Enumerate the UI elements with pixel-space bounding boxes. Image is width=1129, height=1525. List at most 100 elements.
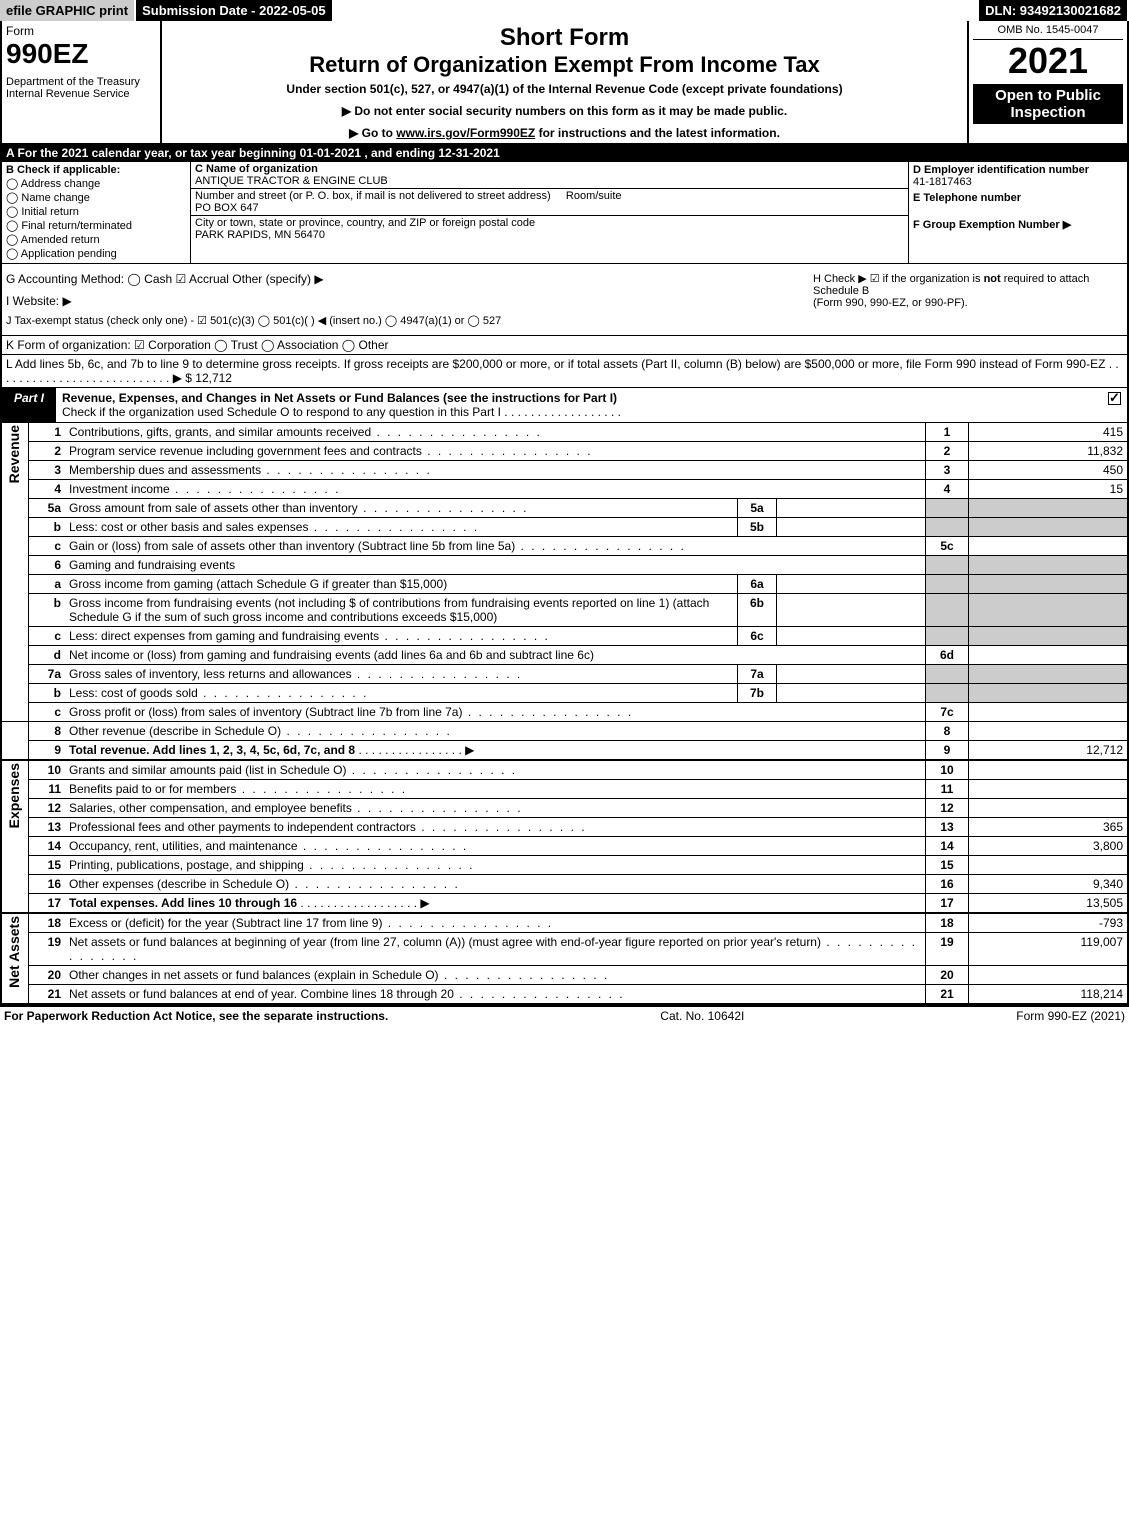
short-form-title: Short Form [168,24,961,52]
footer: For Paperwork Reduction Act Notice, see … [0,1005,1129,1025]
header-right: OMB No. 1545-0047 2021 Open to Public In… [967,21,1127,143]
col-b-checkboxes: B Check if applicable: ◯ Address change … [2,162,191,263]
section-bc: B Check if applicable: ◯ Address change … [0,162,1129,263]
website: I Website: ▶ [6,294,813,308]
val-4: 15 [969,480,1129,499]
row-l-gross-receipts: L Add lines 5b, 6c, and 7b to line 9 to … [0,355,1129,388]
group-exemption-label: F Group Exemption Number ▶ [913,218,1123,231]
part-1-title: Revenue, Expenses, and Changes in Net As… [56,388,1102,422]
chk-application-pending[interactable]: ◯ Application pending [6,247,186,260]
desc-3: Membership dues and assessments [65,461,926,480]
top-bar: efile GRAPHIC print Submission Date - 20… [0,0,1129,21]
dept-treasury: Department of the Treasury [6,76,156,88]
under-section: Under section 501(c), 527, or 4947(a)(1)… [168,82,961,96]
org-city-block: City or town, state or province, country… [191,216,908,242]
org-address: PO BOX 647 [195,202,259,214]
bullet-ssn: ▶ Do not enter social security numbers o… [168,104,961,118]
row-k-form-org: K Form of organization: ☑ Corporation ◯ … [0,336,1129,355]
chk-initial-return[interactable]: ◯ Initial return [6,205,186,218]
val-17: 13,505 [969,894,1129,914]
col-c-org-info: C Name of organization ANTIQUE TRACTOR &… [191,162,909,263]
desc-5c: Gain or (loss) from sale of assets other… [65,537,926,556]
form-number: 990EZ [6,38,156,70]
desc-6: Gaming and fundraising events [65,556,926,575]
val-3: 450 [969,461,1129,480]
desc-9: Total revenue. Add lines 1, 2, 3, 4, 5c,… [65,741,926,761]
desc-12: Salaries, other compensation, and employ… [65,799,926,818]
desc-4: Investment income [65,480,926,499]
side-net-assets: Net Assets [6,916,22,988]
chk-amended-return[interactable]: ◯ Amended return [6,233,186,246]
desc-6a: Gross income from gaming (attach Schedul… [65,575,738,594]
return-title: Return of Organization Exempt From Incom… [168,52,961,78]
col-de: D Employer identification number 41-1817… [909,162,1127,263]
col-b-header: B Check if applicable: [6,164,186,176]
ein-label: D Employer identification number [913,164,1123,176]
desc-21: Net assets or fund balances at end of ye… [65,985,926,1005]
desc-8: Other revenue (describe in Schedule O) [65,722,926,741]
desc-19: Net assets or fund balances at beginning… [65,933,926,966]
part-1-header: Part I Revenue, Expenses, and Changes in… [0,388,1129,423]
desc-11: Benefits paid to or for members [65,780,926,799]
val-1: 415 [969,423,1129,442]
org-address-block: Number and street (or P. O. box, if mail… [191,189,908,216]
val-21: 118,214 [969,985,1129,1005]
part-1-tag: Part I [2,388,56,422]
org-name: ANTIQUE TRACTOR & ENGINE CLUB [195,175,388,187]
desc-18: Excess or (deficit) for the year (Subtra… [65,913,926,933]
desc-1: Contributions, gifts, grants, and simila… [65,423,926,442]
val-2: 11,832 [969,442,1129,461]
desc-7a: Gross sales of inventory, less returns a… [65,665,738,684]
part-1-checkbox[interactable] [1102,388,1127,422]
schedule-b-check: H Check ▶ ☑ if the organization is not r… [813,272,1123,327]
header-left: Form 990EZ Department of the Treasury In… [2,21,162,143]
val-9: 12,712 [969,741,1129,761]
ln-1: 1 [29,423,66,442]
form-header: Form 990EZ Department of the Treasury In… [0,21,1129,145]
footer-formref: Form 990-EZ (2021) [1016,1009,1125,1023]
revenue-table: Revenue 1 Contributions, gifts, grants, … [0,423,1129,1005]
row-a-period: A For the 2021 calendar year, or tax yea… [0,145,1129,162]
desc-17: Total expenses. Add lines 10 through 16 … [65,894,926,914]
chk-final-return[interactable]: ◯ Final return/terminated [6,219,186,232]
org-city: PARK RAPIDS, MN 56470 [195,229,325,241]
tax-year: 2021 [973,40,1123,82]
val-18: -793 [969,913,1129,933]
irs-label: Internal Revenue Service [6,88,156,100]
phone-label: E Telephone number [913,192,1123,204]
submission-date: Submission Date - 2022-05-05 [136,0,334,21]
dln: DLN: 93492130021682 [979,0,1129,21]
omb-number: OMB No. 1545-0047 [973,24,1123,40]
gross-receipts-value: 12,712 [195,371,232,385]
desc-20: Other changes in net assets or fund bala… [65,966,926,985]
ein-value: 41-1817463 [913,176,1123,188]
desc-10: Grants and similar amounts paid (list in… [65,760,926,780]
desc-7b: Less: cost of goods sold [65,684,738,703]
desc-5b: Less: cost or other basis and sales expe… [65,518,738,537]
desc-13: Professional fees and other payments to … [65,818,926,837]
bullet-goto: ▶ Go to www.irs.gov/Form990EZ for instru… [168,126,961,140]
val-19: 119,007 [969,933,1129,966]
chk-name-change[interactable]: ◯ Name change [6,191,186,204]
irs-link[interactable]: www.irs.gov/Form990EZ [396,126,535,140]
desc-6d: Net income or (loss) from gaming and fun… [65,646,926,665]
val-16: 9,340 [969,875,1129,894]
footer-paperwork: For Paperwork Reduction Act Notice, see … [4,1009,388,1023]
desc-2: Program service revenue including govern… [65,442,926,461]
chk-address-change[interactable]: ◯ Address change [6,177,186,190]
desc-6b: Gross income from fundraising events (no… [65,594,738,627]
header-mid: Short Form Return of Organization Exempt… [162,21,967,143]
desc-16: Other expenses (describe in Schedule O) [65,875,926,894]
val-13: 365 [969,818,1129,837]
tax-exempt-status: J Tax-exempt status (check only one) - ☑… [6,314,813,327]
side-expenses: Expenses [6,763,22,828]
val-14: 3,800 [969,837,1129,856]
row-gh: G Accounting Method: ◯ Cash ☑ Accrual Ot… [0,263,1129,336]
efile-print[interactable]: efile GRAPHIC print [0,0,136,21]
desc-6c: Less: direct expenses from gaming and fu… [65,627,738,646]
form-word: Form [6,24,156,38]
desc-7c: Gross profit or (loss) from sales of inv… [65,703,926,722]
open-inspection: Open to Public Inspection [973,84,1123,124]
desc-5a: Gross amount from sale of assets other t… [65,499,738,518]
org-name-block: C Name of organization ANTIQUE TRACTOR &… [191,162,908,189]
